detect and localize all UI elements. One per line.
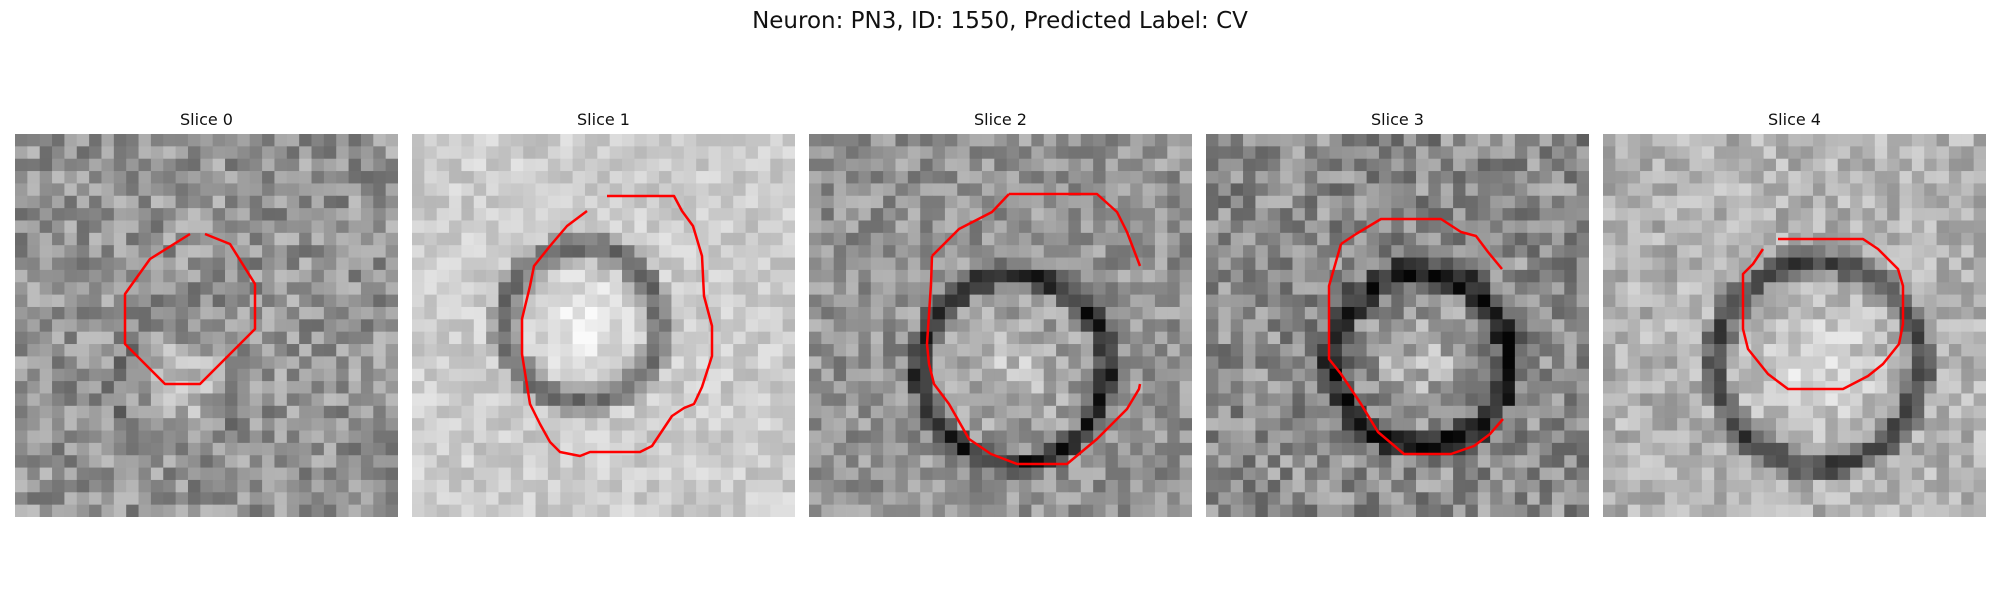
pixel-grid <box>1206 134 1589 517</box>
figure-title: Neuron: PN3, ID: 1550, Predicted Label: … <box>752 8 1248 34</box>
contour-outline <box>520 194 714 458</box>
pixel-grid <box>809 134 1192 517</box>
contour-outline <box>1009 192 1142 267</box>
contour-outline <box>929 255 934 285</box>
slice-image-1 <box>412 134 795 517</box>
slice-panel-2: Slice 2 <box>809 110 1192 517</box>
slice-panel-4: Slice 4 <box>1603 110 1986 517</box>
contour-outline <box>1741 237 1905 391</box>
slice-panel-3: Slice 3 <box>1206 110 1589 517</box>
slice-title-3: Slice 3 <box>1371 110 1424 129</box>
pixel-grid <box>412 134 795 517</box>
slice-image-2 <box>809 134 1192 517</box>
slice-title-1: Slice 1 <box>577 110 630 129</box>
contour-outline <box>1327 243 1504 456</box>
slice-panel-1: Slice 1 <box>412 110 795 517</box>
contour-outline <box>931 193 1010 257</box>
slice-panel-0: Slice 0 <box>15 110 398 517</box>
contour-outline <box>925 283 1142 466</box>
slice-title-2: Slice 2 <box>974 110 1027 129</box>
contour-outline <box>1340 217 1503 270</box>
pixel-grid <box>1603 134 1986 517</box>
slice-image-0 <box>15 134 398 517</box>
slice-title-0: Slice 0 <box>180 110 233 129</box>
contour-outline <box>123 232 257 386</box>
pixel-grid <box>15 134 398 517</box>
slice-image-3 <box>1206 134 1589 517</box>
slice-image-4 <box>1603 134 1986 517</box>
slice-title-4: Slice 4 <box>1768 110 1821 129</box>
